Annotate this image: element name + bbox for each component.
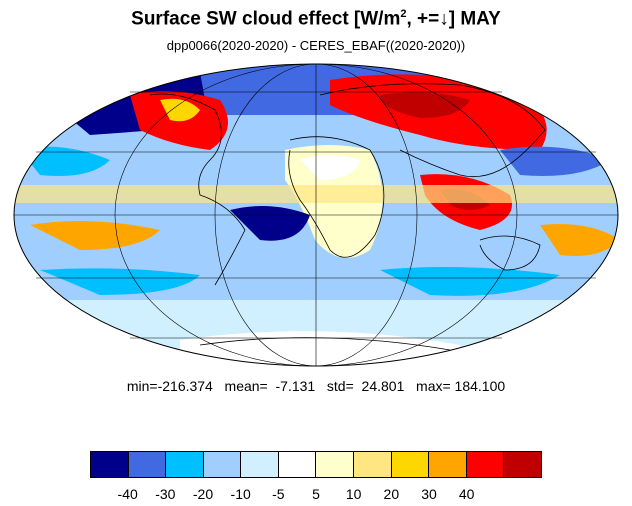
colorbar-swatch	[354, 452, 392, 477]
colorbar-swatch	[429, 452, 467, 477]
statistics-line: min=-216.374 mean= -7.131 std= 24.801 ma…	[0, 378, 632, 394]
colorbar-tick-label: -5	[272, 486, 285, 502]
title-superscript: 2	[400, 8, 407, 20]
stat-mean: -7.131	[275, 378, 316, 394]
colorbar-swatch	[241, 452, 279, 477]
colorbar-tick-label: -10	[230, 486, 251, 502]
field-s-pacific-orange	[30, 221, 160, 250]
colorbar-swatch	[128, 452, 167, 477]
field-trop-atlantic	[230, 206, 310, 241]
coast-eurasia	[319, 83, 546, 178]
colorbar-swatch	[316, 452, 355, 477]
map-panel	[13, 63, 619, 367]
colorbar-tick-label: 5	[312, 486, 320, 502]
mollweide-map	[13, 63, 619, 367]
colorbar	[90, 451, 542, 478]
field-n-america-yellow	[160, 98, 200, 122]
field-w-pacific-blue	[500, 146, 610, 176]
colorbar-swatch	[91, 452, 129, 477]
colorbar-tick-label: 10	[345, 486, 362, 502]
colorbar-swatch	[504, 452, 541, 477]
coast-australia	[479, 235, 541, 271]
map-border	[13, 63, 619, 367]
field-s-pacific-blue	[40, 268, 200, 295]
plot-subtitle: dpp0066(2020-2020) - CERES_EBAF((2020-20…	[166, 38, 466, 53]
plot-title: Surface SW cloud effect [W/m2, +=↓] MAY	[0, 8, 632, 30]
colorbar-tick-label: -40	[117, 486, 138, 502]
colorbar-swatch	[278, 452, 317, 477]
colorbar-swatch	[466, 452, 505, 477]
colorbar-tick-label: -30	[155, 486, 176, 502]
colorbar-swatch	[391, 452, 430, 477]
field-sahara	[300, 155, 360, 180]
stat-min-label: min=	[126, 378, 158, 394]
stat-sep	[354, 378, 362, 394]
stat-min: -216.374	[157, 378, 213, 394]
colorbar-tick-label: 20	[383, 486, 400, 502]
stat-sep	[213, 378, 225, 394]
colorbar-swatch	[203, 452, 242, 477]
coast-americas	[149, 93, 246, 286]
colorbar-tick-label: 40	[458, 486, 475, 502]
field-e-pacific-blue	[20, 146, 110, 176]
stat-sep	[315, 378, 327, 394]
field-w-pacific-orange	[540, 224, 618, 256]
colorbar-tick-label: -20	[192, 486, 214, 502]
stat-sep	[404, 378, 416, 394]
stat-max-label: max=	[416, 378, 451, 394]
stat-mean-label: mean=	[224, 378, 268, 394]
field-antarctica	[180, 331, 460, 366]
stat-std-label: std=	[326, 378, 354, 394]
title-rest: , +=↓] MAY	[406, 8, 501, 30]
field-siberia-dark	[380, 92, 470, 118]
stat-sep	[268, 378, 276, 394]
coastlines	[149, 83, 546, 351]
title-main: Surface SW cloud effect [W/m	[131, 8, 401, 30]
coast-africa	[288, 136, 385, 258]
colorbar-swatch	[166, 452, 204, 477]
field-s-indian-blue	[380, 266, 560, 296]
coast-antarctica	[199, 337, 451, 351]
stat-std: 24.801	[361, 378, 405, 394]
colorbar-tick-labels: -40 -30 -20 -10 -5 5 10 20 30 40	[90, 486, 542, 504]
colorbar-tick-label: 30	[421, 486, 437, 502]
stat-max: 184.100	[454, 378, 506, 394]
